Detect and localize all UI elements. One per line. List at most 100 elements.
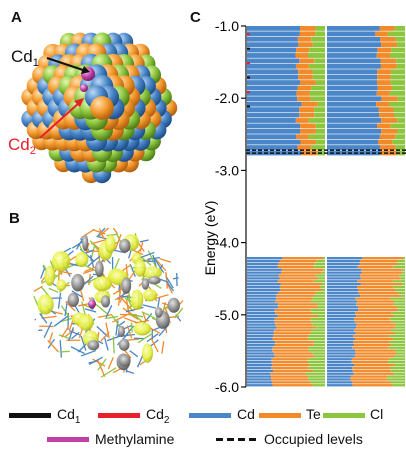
level-cd-segment [247, 335, 274, 338]
level-te-segment [380, 63, 397, 69]
bond-line [141, 311, 156, 319]
level-cl-segment [314, 58, 325, 64]
level-cl-segment [308, 349, 325, 352]
level-cl-segment [317, 303, 325, 306]
level-te-segment [270, 372, 306, 375]
level-cd-segment [247, 361, 272, 364]
level-cl-segment [312, 369, 325, 372]
level-cd-segment [327, 355, 355, 358]
level-cl-segment [396, 150, 405, 156]
level-cd-segment [247, 257, 283, 260]
level-cl-segment [394, 26, 405, 31]
level-te-segment [379, 112, 394, 118]
y-tick-label: -3.0 [215, 162, 239, 178]
level-te-segment [353, 317, 390, 320]
bond-line [114, 294, 131, 301]
level-cl-segment [323, 268, 325, 271]
level-cl-segment [388, 335, 405, 338]
level-cd-segment [247, 340, 275, 344]
level-cd-segment [247, 112, 300, 118]
level-cd-segment [247, 85, 298, 91]
level-cl-segment [308, 63, 325, 69]
isosurface-yellow [130, 289, 144, 311]
level-te-segment [352, 384, 393, 387]
isosurface-grey [100, 295, 111, 308]
level-cd-segment [247, 317, 275, 320]
level-te-segment [280, 288, 322, 292]
level-cl-segment [321, 271, 325, 274]
level-te-segment [300, 139, 317, 145]
level-cd-segment [247, 90, 297, 96]
level-cd-segment [247, 294, 277, 297]
level-cd1-cd2-marker [247, 33, 250, 36]
legend-label-cl: Cl [370, 406, 384, 422]
bond-line [94, 302, 109, 315]
bond-line [129, 263, 136, 277]
level-cl-segment [315, 31, 325, 37]
level-cl-segment [311, 85, 325, 91]
level-cl-segment [393, 337, 405, 341]
level-cl-segment [397, 291, 405, 294]
level-cd-segment [327, 332, 356, 335]
level-cl-segment [315, 80, 325, 85]
level-te-segment [276, 294, 314, 297]
level-cd-segment [327, 96, 382, 102]
bond-line [136, 354, 144, 368]
level-te-segment [299, 31, 316, 37]
bond-line [84, 308, 97, 313]
bond-line [33, 285, 43, 292]
level-te-segment [280, 283, 323, 286]
level-cd-segment [327, 381, 353, 384]
level-te-segment [274, 340, 314, 344]
isosurface-grey [94, 260, 104, 277]
level-te-segment [296, 134, 309, 140]
isosurface-grey [119, 238, 131, 253]
level-cl-segment [396, 63, 405, 69]
level-cd-segment [247, 274, 279, 277]
bond-line [140, 255, 152, 266]
level-cl-segment [323, 257, 325, 260]
level-cl-segment [313, 265, 325, 268]
level-cd-segment [327, 280, 358, 283]
level-cd-segment [327, 369, 353, 372]
level-cd-segment [327, 372, 354, 375]
level-te-segment [357, 306, 398, 309]
level-te-segment [376, 53, 390, 58]
isosurface-grey [167, 297, 180, 313]
level-te-segment [297, 145, 312, 150]
level-cl-segment [314, 355, 325, 358]
legend-label-cd1: Cd1 [57, 406, 81, 426]
panel-a-nanocrystal [21, 32, 178, 184]
bond-line [142, 304, 157, 309]
level-cl-segment [402, 283, 405, 286]
bond-line [89, 240, 101, 254]
level-cd-segment [247, 74, 299, 80]
legend-swatch-te [259, 413, 301, 418]
level-cd-segment [247, 352, 274, 355]
isosurface-grey [147, 276, 161, 285]
level-cd-segment [327, 277, 361, 280]
level-cd-segment [247, 265, 278, 268]
level-cd-segment [327, 317, 354, 320]
level-te-segment [297, 85, 312, 91]
level-te-segment [300, 123, 316, 129]
level-cl-segment [401, 294, 405, 297]
level-cd-segment [327, 63, 381, 69]
level-cl-segment [397, 262, 405, 266]
level-cd-segment [327, 343, 354, 346]
bond-line [150, 337, 159, 353]
bond-line [61, 326, 70, 338]
panel-b-charge-density [33, 227, 184, 378]
level-cl-segment [312, 384, 325, 387]
level-cd-segment [327, 320, 355, 323]
level-te-segment [301, 101, 318, 107]
level-cd-segment [327, 306, 358, 309]
bond-line [125, 299, 130, 316]
bond-line [105, 322, 110, 339]
isosurface-yellow [77, 314, 94, 331]
cd2-arrow [39, 101, 81, 139]
level-cd-segment [247, 326, 277, 329]
bond-line [111, 314, 121, 328]
level-cl-segment [307, 366, 325, 370]
level-te-segment [353, 343, 392, 346]
